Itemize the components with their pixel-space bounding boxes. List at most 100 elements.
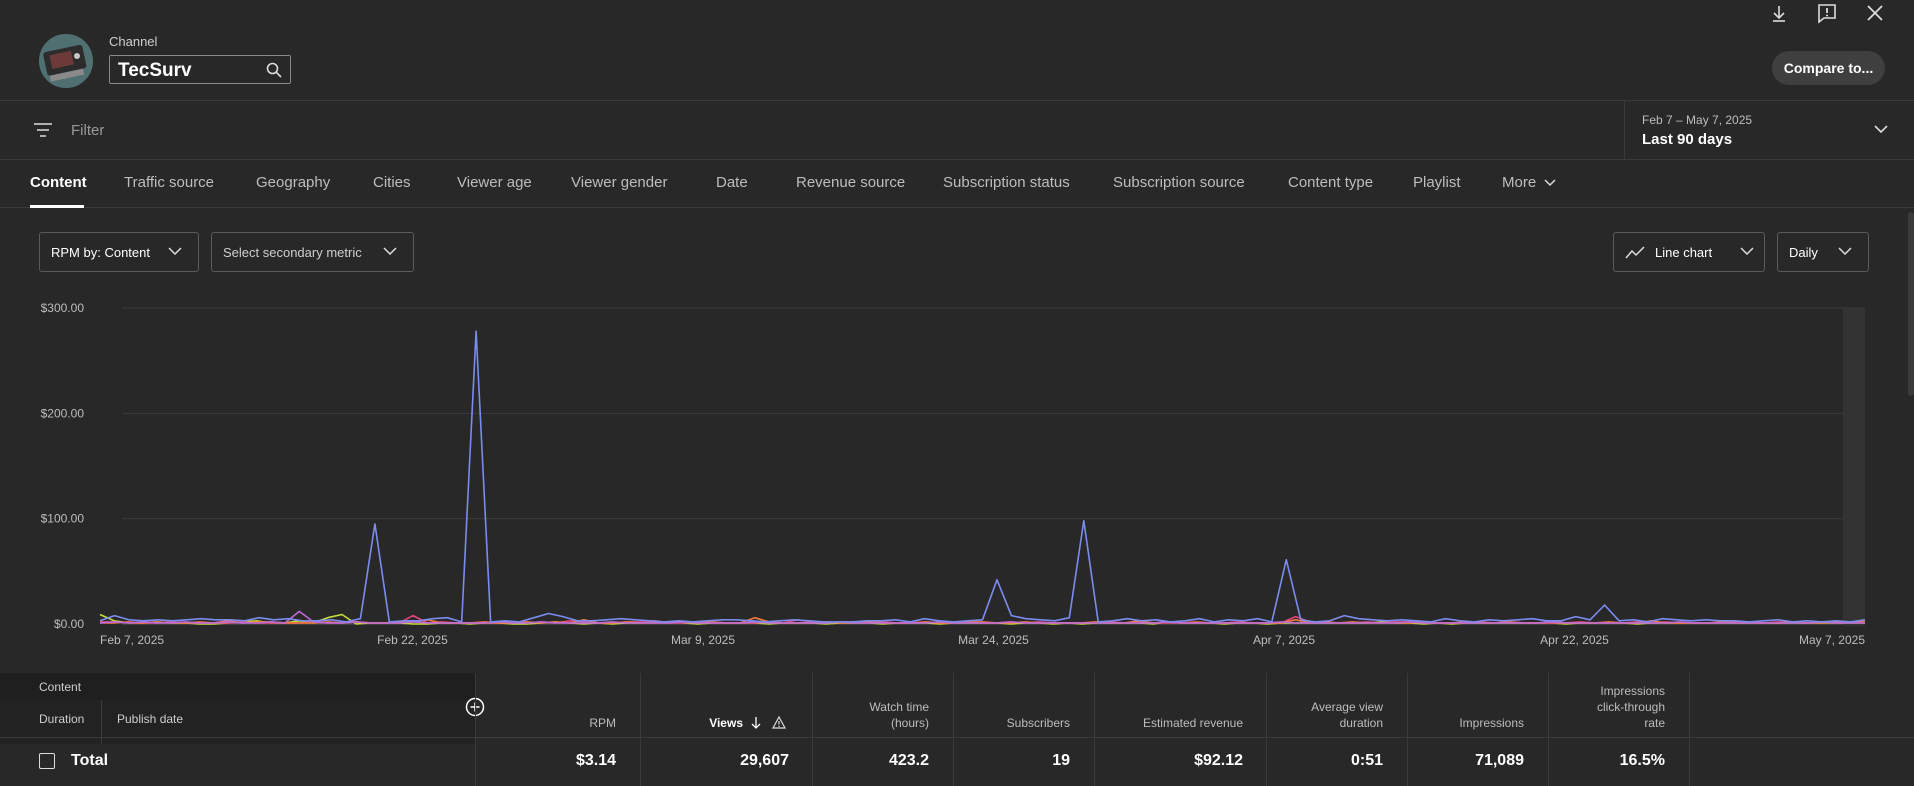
filter-icon[interactable] bbox=[34, 123, 52, 137]
total-subscribers: 19 bbox=[1052, 752, 1070, 769]
chart-canvas: $300.00 $200.00 $100.00 $0.00 Feb 7, 2025 Fe… bbox=[41, 301, 1866, 647]
date-range-picker[interactable]: Feb 7 – May 7, 2025 Last 90 days bbox=[1624, 101, 1914, 160]
total-watch-time: 423.2 bbox=[888, 752, 929, 769]
column-divider bbox=[1689, 673, 1690, 786]
total-estimated-revenue: $92.12 bbox=[1194, 752, 1243, 769]
estimated-revenue-column-header[interactable]: Estimated revenue bbox=[1142, 716, 1243, 730]
average-view-duration-column-header[interactable]: Average view duration bbox=[1271, 699, 1383, 731]
subscribers-column-header[interactable]: Subscribers bbox=[1006, 716, 1070, 730]
column-divider bbox=[1266, 673, 1267, 786]
chevron-down-icon bbox=[1740, 247, 1754, 256]
tab-viewer-gender[interactable]: Viewer gender bbox=[571, 174, 668, 191]
filter-input[interactable]: Filter bbox=[71, 122, 105, 139]
tab-playlist[interactable]: Playlist bbox=[1413, 174, 1461, 191]
total-row-checkbox[interactable] bbox=[39, 753, 55, 769]
column-divider bbox=[812, 673, 813, 786]
avg-view-line2: duration bbox=[1339, 716, 1383, 730]
filter-bar: Filter Feb 7 – May 7, 2025 Last 90 days bbox=[0, 101, 1914, 160]
x-tick-label: Apr 7, 2025 bbox=[1253, 633, 1315, 647]
column-divider bbox=[1094, 673, 1095, 786]
impressions-ctr-column-header[interactable]: Impressions click-through rate bbox=[1553, 683, 1665, 731]
divider bbox=[101, 700, 102, 744]
chevron-down-icon bbox=[1838, 247, 1852, 256]
page-scrollbar[interactable] bbox=[1908, 212, 1914, 396]
metric-dropdown[interactable]: RPM by: Content bbox=[39, 232, 199, 272]
channel-name: TecSurv bbox=[118, 60, 192, 81]
tab-subscription-source[interactable]: Subscription source bbox=[1113, 174, 1245, 191]
ctr-line2: click-through bbox=[1596, 700, 1665, 714]
ctr-line3: rate bbox=[1644, 716, 1665, 730]
metric-label: RPM by: Content bbox=[51, 245, 150, 260]
tab-viewer-age[interactable]: Viewer age bbox=[457, 174, 532, 191]
active-tab-indicator bbox=[30, 205, 84, 208]
channel-label: Channel bbox=[109, 34, 158, 49]
tab-traffic-source[interactable]: Traffic source bbox=[124, 174, 215, 191]
x-tick-label: Feb 22, 2025 bbox=[377, 633, 448, 647]
ctr-line1: Impressions bbox=[1600, 684, 1665, 698]
secondary-metric-label: Select secondary metric bbox=[223, 245, 362, 260]
tab-content[interactable]: Content bbox=[30, 174, 87, 191]
close-icon[interactable] bbox=[1864, 2, 1886, 24]
y-tick-label: $100.00 bbox=[41, 512, 85, 526]
line-chart-icon bbox=[1625, 246, 1645, 259]
total-average-view-duration: 0:51 bbox=[1350, 752, 1383, 769]
watch-time-line2: (hours) bbox=[890, 716, 929, 730]
series-line-4[interactable] bbox=[99, 610, 1865, 624]
rpm-column-header[interactable]: RPM bbox=[589, 716, 616, 730]
impressions-column-header[interactable]: Impressions bbox=[1459, 716, 1524, 730]
header-divider bbox=[0, 737, 1914, 738]
x-tick-label: Apr 22, 2025 bbox=[1540, 633, 1609, 647]
watch-time-line1: Watch time bbox=[869, 700, 929, 714]
date-range-dates: Feb 7 – May 7, 2025 bbox=[1642, 113, 1753, 127]
tab-more-label: More bbox=[1502, 174, 1537, 191]
chevron-down-icon bbox=[1544, 179, 1556, 187]
rpm-line-chart: $300.00 $200.00 $100.00 $0.00 Feb 7, 2025 Fe… bbox=[0, 290, 1914, 660]
chevron-down-icon bbox=[168, 247, 182, 256]
chart-hover-band bbox=[1843, 308, 1865, 626]
tab-more[interactable]: More bbox=[1502, 174, 1556, 191]
column-divider bbox=[1548, 673, 1549, 786]
tab-revenue-source[interactable]: Revenue source bbox=[796, 174, 906, 191]
total-rpm: $3.14 bbox=[575, 752, 616, 769]
x-tick-label: Mar 24, 2025 bbox=[958, 633, 1029, 647]
sub-header-band bbox=[0, 700, 475, 744]
watch-time-column-header[interactable]: Watch time (hours) bbox=[817, 699, 929, 731]
tab-geography[interactable]: Geography bbox=[256, 174, 331, 191]
duration-column-header[interactable]: Duration bbox=[39, 712, 85, 726]
total-impressions: 71,089 bbox=[1475, 752, 1524, 769]
chevron-down-icon bbox=[1874, 124, 1888, 134]
channel-avatar bbox=[39, 34, 93, 88]
publish-date-column-header[interactable]: Publish date bbox=[117, 712, 184, 726]
total-label: Total bbox=[71, 752, 109, 769]
x-tick-label: Mar 9, 2025 bbox=[671, 633, 735, 647]
dimension-tabs: Content Traffic source Geography Cities … bbox=[0, 160, 1914, 208]
total-views: 29,607 bbox=[740, 752, 789, 769]
tab-cities[interactable]: Cities bbox=[373, 174, 411, 191]
secondary-metric-dropdown[interactable]: Select secondary metric bbox=[211, 232, 414, 272]
compare-button[interactable]: Compare to... bbox=[1772, 51, 1885, 85]
tab-subscription-status[interactable]: Subscription status bbox=[943, 174, 1070, 191]
column-divider bbox=[953, 673, 954, 786]
series-line-0[interactable] bbox=[99, 330, 1866, 623]
content-header-band bbox=[0, 673, 475, 700]
column-divider bbox=[640, 673, 641, 786]
chart-type-dropdown[interactable]: Line chart bbox=[1613, 232, 1765, 272]
warning-icon[interactable] bbox=[772, 716, 786, 729]
header: Channel TecSurv Compare to... bbox=[0, 0, 1914, 101]
x-tick-label: May 7, 2025 bbox=[1799, 633, 1865, 647]
channel-selector[interactable]: TecSurv bbox=[109, 55, 291, 84]
chevron-down-icon bbox=[383, 247, 397, 256]
views-column-header[interactable]: Views bbox=[709, 716, 743, 730]
chart-type-label: Line chart bbox=[1655, 245, 1713, 260]
avg-view-line1: Average view bbox=[1311, 700, 1383, 714]
interval-dropdown[interactable]: Daily bbox=[1777, 232, 1869, 272]
data-table: Content Duration Publish date bbox=[0, 673, 1914, 786]
tab-date[interactable]: Date bbox=[716, 174, 748, 191]
download-icon[interactable] bbox=[1770, 2, 1788, 24]
y-tick-label: $200.00 bbox=[41, 406, 85, 420]
column-divider bbox=[475, 673, 476, 786]
sort-descending-icon[interactable] bbox=[750, 716, 762, 730]
tab-content-type[interactable]: Content type bbox=[1288, 174, 1374, 191]
feedback-icon[interactable] bbox=[1816, 2, 1838, 24]
search-icon[interactable] bbox=[266, 62, 282, 78]
